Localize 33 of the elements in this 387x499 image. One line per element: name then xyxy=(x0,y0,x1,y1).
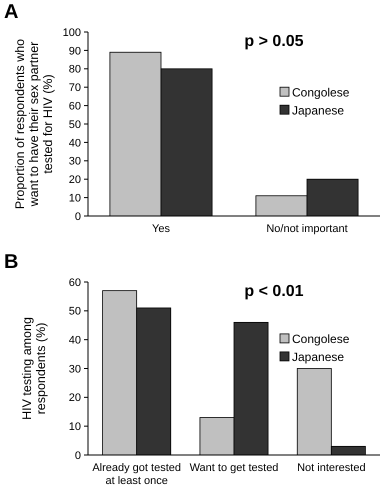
y-tick-label: 20 xyxy=(68,174,81,186)
legend-label: Congolese xyxy=(292,85,350,100)
y-tick-label: 0 xyxy=(74,210,81,223)
y-tick-label: 20 xyxy=(68,392,81,404)
y-tick-label: 60 xyxy=(68,100,81,112)
y-axis-title: HIV testing among respondents (%) xyxy=(20,317,48,420)
y-tick-label: 90 xyxy=(68,45,81,58)
x-tick-label: Not interested xyxy=(297,462,366,474)
annotation: p < 0.01 xyxy=(244,283,304,300)
y-tick-label: 70 xyxy=(68,82,81,94)
legend-label: Japanese xyxy=(292,103,344,118)
x-tick-label: Yes xyxy=(152,223,170,235)
chart-title: B xyxy=(4,251,18,273)
y-tick-label: 40 xyxy=(68,137,81,150)
y-tick-label: 80 xyxy=(68,64,81,76)
chart-title: A xyxy=(4,1,18,23)
x-tick-label: Want to get tested xyxy=(190,462,278,474)
y-tick-label: 100 xyxy=(62,26,81,39)
y-tick-label: 10 xyxy=(68,192,81,204)
annotation: p > 0.05 xyxy=(244,33,304,50)
legend-label: Japanese xyxy=(292,350,344,364)
y-tick-label: 60 xyxy=(68,276,81,289)
y-tick-label: 40 xyxy=(68,334,81,347)
y-tick-label: 50 xyxy=(68,306,81,318)
y-tick-label: 30 xyxy=(68,156,81,168)
x-tick-label: No/not important xyxy=(266,223,348,235)
y-tick-label: 0 xyxy=(74,450,81,462)
y-tick-label: 50 xyxy=(68,118,81,131)
y-axis-title: Proportion of respondents who want to have their sex partner tested for HIV (%) xyxy=(13,38,55,210)
x-tick-label: Already got tested at least once xyxy=(92,462,182,487)
legend-label: Congolese xyxy=(292,332,350,346)
y-tick-label: 30 xyxy=(68,363,81,376)
y-tick-label: 10 xyxy=(68,421,81,434)
